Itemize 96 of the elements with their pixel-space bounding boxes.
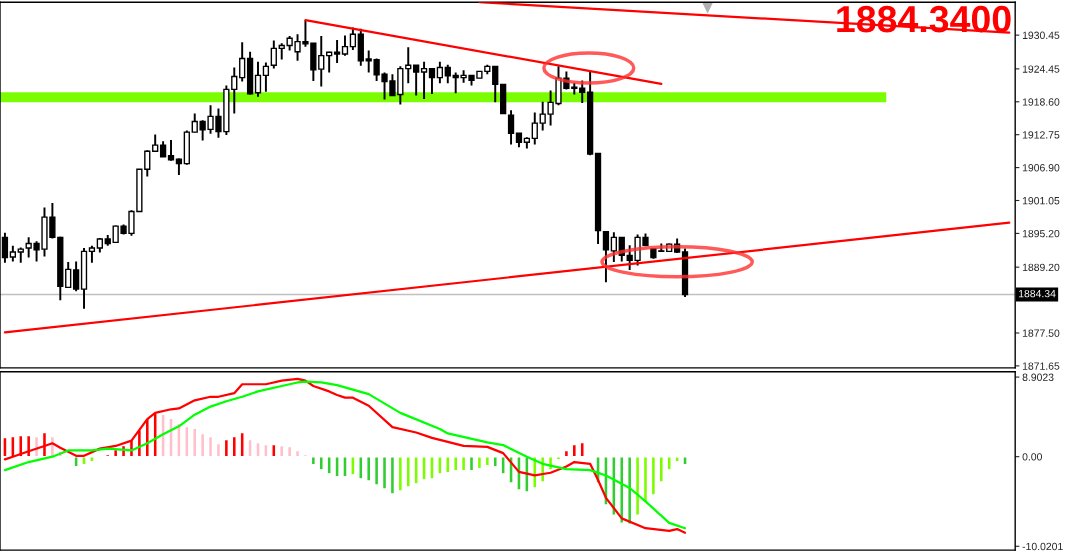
y-tick-label: 1918.60 <box>1022 98 1060 106</box>
bar <box>271 443 277 458</box>
bar <box>571 443 577 458</box>
bar <box>302 453 309 458</box>
bar <box>207 435 214 458</box>
bar <box>176 422 182 458</box>
candlestick <box>444 63 451 85</box>
bar <box>674 455 680 463</box>
candlestick <box>610 231 618 264</box>
bar <box>453 455 459 472</box>
bar <box>476 455 483 470</box>
y-tick-label: 0.00 <box>1022 453 1042 461</box>
candlestick <box>65 261 72 289</box>
bar <box>516 455 522 491</box>
bar <box>81 455 87 466</box>
candlestick <box>270 39 277 70</box>
bar <box>658 455 664 483</box>
bar <box>405 455 411 488</box>
candlestick <box>413 64 420 97</box>
candlestick <box>420 60 428 100</box>
y-tick-label: 1924.45 <box>1022 65 1060 73</box>
bar <box>500 455 506 475</box>
bar <box>160 413 166 458</box>
bar <box>579 441 585 458</box>
y-tick-label: 1901.05 <box>1022 197 1060 205</box>
bar <box>429 455 435 480</box>
y-tick-label: 1877.50 <box>1022 329 1060 337</box>
bar <box>168 417 174 458</box>
bar <box>445 455 451 474</box>
bar <box>524 455 530 493</box>
y-tick-label: 8.9023 <box>1022 373 1054 381</box>
candlestick <box>579 79 586 104</box>
bar <box>89 455 95 463</box>
bar <box>666 455 672 471</box>
y-tick-label: -10.0201 <box>1022 542 1063 551</box>
bar <box>10 435 16 458</box>
bar <box>437 455 443 475</box>
bar <box>358 455 364 480</box>
ref-line-label: 1884.34 <box>1019 289 1056 298</box>
bar <box>310 455 317 466</box>
bar <box>460 455 467 472</box>
y-tick-label: 1906.90 <box>1022 164 1060 172</box>
bar <box>484 455 490 467</box>
candlestick <box>333 38 341 64</box>
candlestick <box>602 230 610 284</box>
candlestick <box>436 60 444 85</box>
candlestick <box>492 65 499 104</box>
bar <box>421 455 427 481</box>
bar <box>105 453 111 458</box>
bar <box>263 443 269 458</box>
bar <box>215 442 222 458</box>
bar <box>334 455 340 478</box>
bar <box>373 455 380 486</box>
bar <box>286 445 293 458</box>
bar <box>318 455 324 471</box>
bar <box>350 455 356 476</box>
y-tick-label: 1912.75 <box>1022 131 1060 139</box>
candlestick <box>72 260 80 293</box>
candlestick <box>239 41 246 83</box>
bar <box>184 425 190 458</box>
bar <box>255 441 261 458</box>
candlestick <box>318 35 325 88</box>
bar <box>199 432 206 458</box>
bar <box>192 427 198 458</box>
bar <box>634 455 641 516</box>
candlestick <box>428 67 436 95</box>
bar <box>223 438 230 458</box>
bar <box>468 455 475 472</box>
y-tick-label: 1889.20 <box>1022 263 1060 272</box>
bar <box>492 455 498 468</box>
bar <box>73 455 79 468</box>
candlestick <box>254 60 262 98</box>
bar <box>326 455 332 475</box>
bar <box>294 449 301 458</box>
bar <box>397 455 404 492</box>
bar <box>389 455 396 495</box>
candlestick <box>531 111 538 146</box>
bar <box>342 455 348 478</box>
bar <box>682 455 688 466</box>
candlestick <box>167 139 175 162</box>
bar <box>563 449 570 458</box>
bar <box>650 455 657 496</box>
bar <box>381 455 388 490</box>
bar <box>555 455 562 461</box>
candlestick <box>507 109 515 146</box>
bar <box>413 455 419 485</box>
candlestick <box>262 61 270 93</box>
y-tick-label: 1871.65 <box>1022 362 1060 370</box>
bar <box>231 435 237 458</box>
bar <box>279 444 285 458</box>
y-tick-label: 1930.45 <box>1022 31 1060 39</box>
y-tick-label: 1895.20 <box>1022 229 1060 238</box>
bar <box>239 431 245 458</box>
bar <box>366 455 372 482</box>
candlestick <box>341 34 349 57</box>
bar <box>247 438 253 458</box>
